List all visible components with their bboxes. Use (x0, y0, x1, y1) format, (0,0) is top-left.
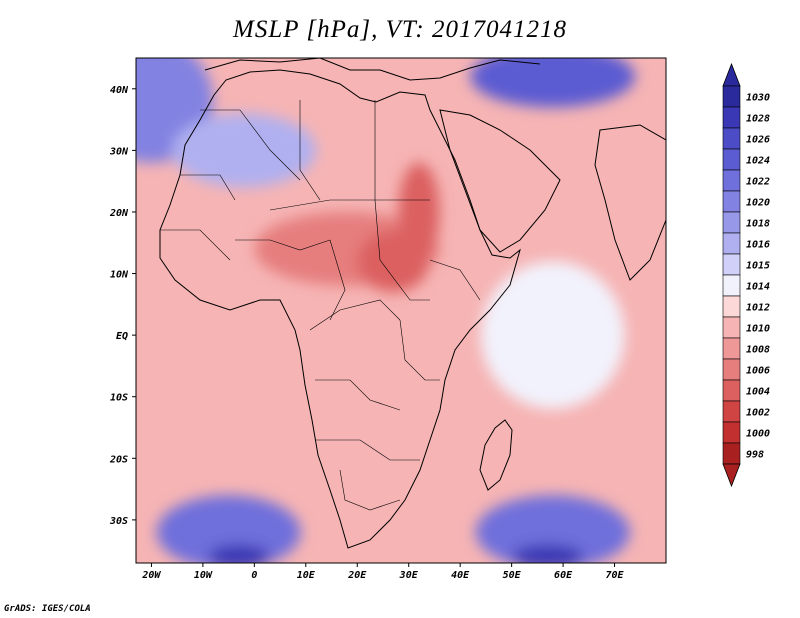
colorbar-swatch (722, 211, 741, 234)
colorbar-swatch (722, 400, 741, 423)
colorbar-swatch (722, 295, 741, 318)
map-title: MSLP [hPa], VT: 2017041218 (233, 16, 567, 43)
y-axis-ticks: 40N 30N 20N 10N EQ 10S 20S 30S (109, 85, 136, 527)
y-tick-label: 10S (110, 393, 128, 404)
colorbar-bottom-arrow (722, 463, 741, 488)
pressure-region-eurasia-high (470, 58, 636, 108)
y-tick-label: 10N (110, 270, 129, 281)
pressure-region-south-atlantic-core (208, 544, 270, 563)
colorbar-label: 1010 (746, 324, 770, 335)
y-tick-label: 20N (109, 208, 129, 219)
border-line (269, 199, 375, 211)
border-line (180, 174, 236, 201)
colorbar-swatch (722, 190, 741, 213)
x-tick-label: 30E (399, 570, 419, 581)
colorbar-label: 1022 (746, 177, 770, 188)
x-tick-label: 10W (194, 570, 213, 581)
border-line (315, 439, 420, 461)
colorbar-label: 1030 (746, 93, 770, 104)
colorbar-label: 1018 (746, 219, 770, 230)
border-line (160, 229, 231, 261)
colorbar-label: 1002 (746, 408, 770, 419)
colorbar-label: 1006 (746, 366, 770, 377)
pressure-region-south-indian-high (475, 495, 630, 563)
pressure-region-nile-low (398, 162, 440, 262)
border-line (374, 199, 430, 301)
colorbar-swatch (722, 253, 741, 276)
colorbar-swatch (722, 358, 741, 381)
colorbar-label: 1026 (746, 135, 770, 146)
border-line (399, 319, 440, 381)
x-tick-label: 20E (347, 570, 367, 581)
pressure-region-south-indian-core (511, 544, 584, 563)
colorbar-label: 998 (746, 450, 764, 461)
y-tick-label: 30N (109, 146, 129, 157)
x-axis-ticks: 20W 10W 0 10E 20E 30E 40E 50E 60E 70E (141, 563, 625, 581)
pressure-region-north-africa-high (172, 113, 317, 188)
africa-coastline (159, 69, 521, 549)
india-coastline (594, 124, 666, 281)
x-tick-label: 20W (141, 570, 161, 581)
y-tick-label: EQ (116, 331, 128, 342)
colorbar-swatch (722, 442, 741, 465)
country-borders (160, 100, 481, 511)
y-tick-label: 30S (109, 516, 128, 527)
colorbar-label: 1012 (746, 303, 770, 314)
x-tick-label: 40E (451, 570, 470, 581)
pressure-region-indian-ocean-neutral (480, 261, 625, 410)
mediterranean-coastline (204, 58, 541, 81)
colorbar-top-arrow (722, 62, 741, 87)
colorbar-label: 1028 (746, 114, 770, 125)
border-line (299, 100, 321, 201)
colorbar-swatch (722, 232, 741, 255)
x-tick-label: 60E (554, 570, 573, 581)
plot-frame (135, 57, 667, 564)
border-line (309, 299, 401, 331)
colorbar-label: 1004 (746, 387, 770, 398)
pressure-field (136, 58, 666, 563)
colorbar-label: 1008 (746, 345, 770, 356)
x-tick-label: 0 (251, 570, 257, 581)
x-tick-label: 70E (606, 570, 625, 581)
colorbar-swatch (722, 337, 741, 360)
colorbar-label: 1020 (746, 198, 770, 209)
colorbar-swatch (722, 127, 741, 150)
pressure-region-south-atlantic-high (156, 495, 301, 563)
colorbar-swatch (722, 421, 741, 444)
colorbar: 1030 1028 1026 1024 1022 1020 1018 1016 1015 1014… (722, 62, 770, 488)
colorbar-label: 1015 (746, 261, 770, 272)
y-tick-label: 20S (109, 454, 128, 465)
border-line (200, 109, 301, 181)
colorbar-swatch (722, 85, 741, 108)
y-tick-label: 40N (110, 85, 129, 96)
border-line (339, 469, 401, 511)
colorbar-swatch (722, 316, 741, 339)
colorbar-swatch (722, 274, 741, 297)
colorbar-label: 1014 (746, 282, 770, 293)
madagascar-coastline (479, 419, 513, 491)
colorbar-swatch (722, 169, 741, 192)
x-tick-label: 50E (503, 570, 522, 581)
border-line (329, 239, 346, 321)
border-line (235, 239, 331, 251)
border-line (429, 259, 481, 301)
border-line (315, 379, 401, 411)
grads-credit: GrADS: IGES/COLA (4, 604, 91, 614)
colorbar-swatch (722, 379, 741, 402)
colorbar-label: 1016 (746, 240, 770, 251)
x-tick-label: 10E (297, 570, 316, 581)
colorbar-label: 1000 (746, 429, 770, 440)
colorbar-swatch (722, 106, 741, 129)
colorbar-swatch (722, 148, 741, 171)
arabia-coastline (439, 109, 561, 253)
coastlines (159, 58, 666, 549)
colorbar-label: 1024 (746, 156, 770, 167)
